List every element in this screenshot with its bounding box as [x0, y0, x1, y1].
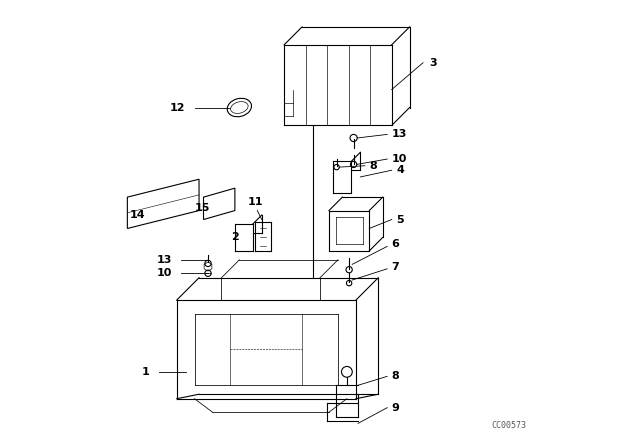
Text: 1: 1	[142, 367, 150, 377]
Text: CC00573: CC00573	[491, 421, 526, 430]
Text: 4: 4	[396, 165, 404, 175]
Text: 7: 7	[392, 262, 399, 271]
Text: 3: 3	[430, 58, 437, 68]
Text: 8: 8	[392, 371, 399, 381]
Text: 11: 11	[247, 198, 263, 207]
Text: 5: 5	[396, 215, 404, 224]
Text: 13: 13	[157, 255, 172, 265]
Text: 10: 10	[392, 154, 407, 164]
Text: 10: 10	[157, 268, 172, 278]
Text: 15: 15	[195, 203, 210, 213]
Text: 12: 12	[170, 103, 186, 112]
Text: 14: 14	[130, 210, 145, 220]
Text: 13: 13	[392, 129, 407, 139]
Text: 8: 8	[369, 161, 377, 171]
Text: 6: 6	[392, 239, 399, 249]
Text: 9: 9	[392, 403, 399, 413]
Text: 2: 2	[232, 233, 239, 242]
